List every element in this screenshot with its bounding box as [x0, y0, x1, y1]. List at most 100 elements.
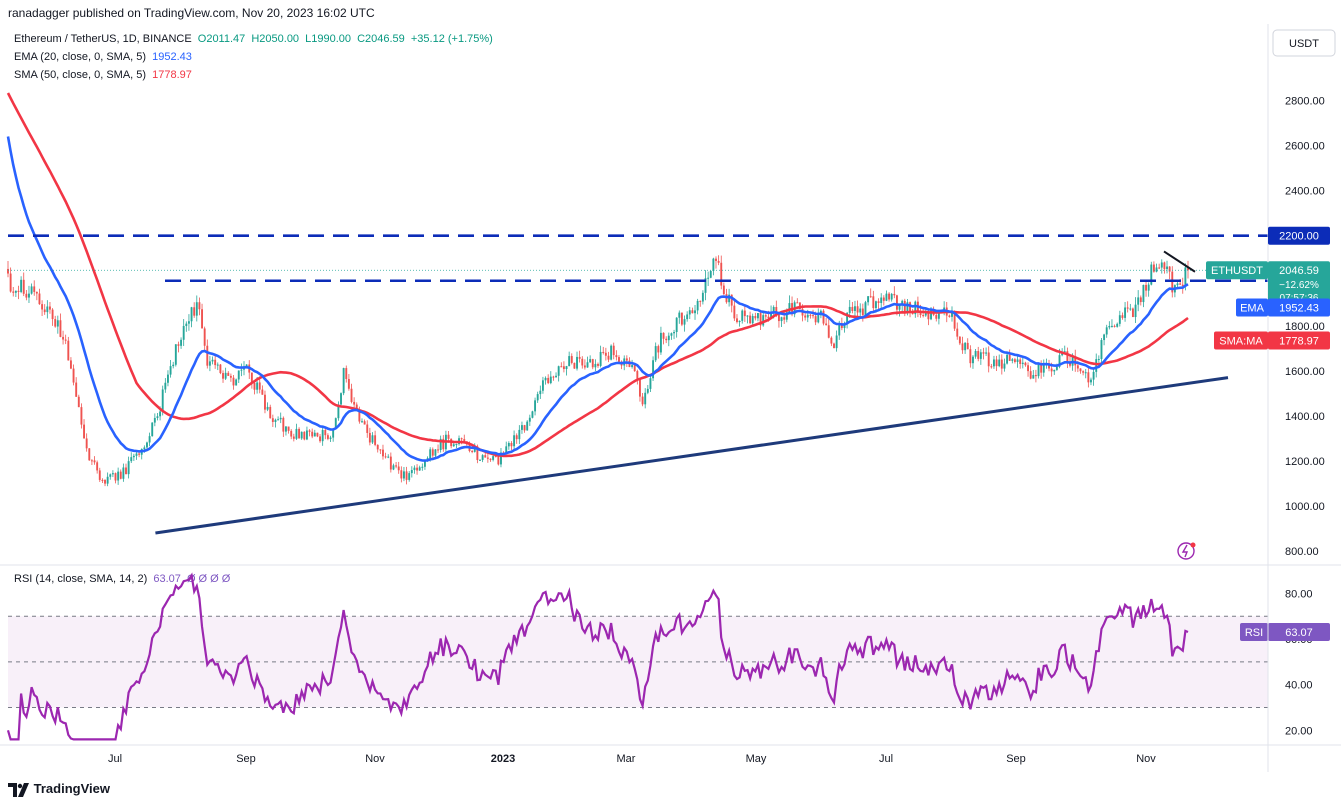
candle-body — [290, 430, 293, 437]
tradingview-logo[interactable]: TradingView — [8, 781, 110, 797]
candle-body — [9, 273, 12, 292]
candle-body — [266, 406, 269, 410]
candle-body — [922, 315, 925, 317]
candle-body — [513, 435, 516, 447]
ema-tag: EMA — [1240, 302, 1265, 314]
candle-body — [848, 306, 851, 313]
symbol-label[interactable]: Ethereum / TetherUS, 1D, BINANCE — [14, 33, 192, 45]
sma-legend-value: 1778.97 — [152, 69, 192, 81]
currency-button[interactable] — [1272, 29, 1336, 57]
candle-body — [1050, 368, 1053, 372]
candle-body — [489, 458, 492, 460]
ema-tag-bg — [1236, 298, 1268, 317]
candle-body — [507, 442, 510, 447]
candle-body — [1121, 315, 1124, 318]
candle-body — [746, 315, 749, 317]
candle-body — [893, 293, 896, 296]
candle-body — [757, 313, 759, 319]
candle-body — [106, 476, 109, 484]
candle-body — [733, 305, 736, 319]
candle-body — [1145, 284, 1147, 291]
x-tick-label: Nov — [1136, 753, 1156, 765]
candle-body — [749, 315, 752, 324]
candle-body — [1087, 372, 1090, 383]
candle-body — [670, 333, 673, 336]
price-tick-label: 1400.00 — [1285, 411, 1325, 423]
rsi-tag-bg — [1240, 623, 1268, 642]
candle-body — [1000, 359, 1003, 369]
candle-body — [1187, 267, 1189, 271]
candle-body — [641, 396, 644, 405]
candle-body — [644, 392, 647, 405]
candle-body — [1063, 351, 1066, 353]
x-tick-label: May — [746, 753, 767, 765]
candle-body — [164, 382, 167, 390]
price-tick-label: 2400.00 — [1285, 186, 1325, 198]
ema-legend[interactable]: EMA (20, close, 0, SMA, 5) 1952.43 — [14, 51, 192, 63]
candle-body — [510, 442, 513, 447]
candle-body — [977, 350, 980, 359]
price-labels: 2200.002000.00ETHUSDT2046.59−12.62%07:57… — [1206, 226, 1330, 350]
candle-body — [1082, 371, 1085, 373]
level-top-label-bg — [1268, 226, 1330, 245]
candle-body — [906, 302, 909, 313]
last-price-label: 2046.59 — [1279, 265, 1319, 277]
alert-icon[interactable] — [1177, 542, 1196, 560]
candle-body — [539, 390, 542, 395]
candle-body — [174, 344, 177, 365]
rsi-legend[interactable]: RSI (14, close, SMA, 14, 2) 63.07 Ø Ø Ø … — [14, 573, 230, 585]
candle-body — [476, 446, 479, 461]
candle-body — [649, 378, 652, 389]
candle-body — [326, 435, 329, 439]
candle-body — [943, 307, 946, 310]
candle-body — [615, 355, 618, 358]
candle-body — [473, 446, 476, 452]
candle-body — [568, 356, 571, 367]
candle-body — [809, 314, 812, 316]
price-tick-label: 800.00 — [1285, 546, 1319, 558]
candle-body — [253, 382, 256, 390]
candle-body — [688, 310, 691, 315]
candle-body — [919, 312, 922, 316]
candle-body — [1105, 327, 1108, 335]
sma-legend[interactable]: SMA (50, close, 0, SMA, 5) 1778.97 — [14, 69, 192, 81]
candle-body — [261, 389, 264, 395]
candle-body — [1016, 359, 1019, 362]
candle-body — [35, 291, 38, 294]
candle-body — [334, 418, 337, 429]
candle-body — [730, 294, 733, 306]
x-tick-label: Sep — [1006, 753, 1026, 765]
x-tick-label: Mar — [617, 753, 636, 765]
candle-body — [696, 300, 699, 311]
candle-body — [707, 277, 710, 279]
candle-body — [340, 393, 342, 405]
ema-line — [6, 136, 1189, 462]
rsi-tick-label: 40.00 — [1285, 680, 1313, 692]
candle-body — [64, 339, 67, 341]
candle-body — [583, 365, 586, 368]
candle-body — [20, 279, 23, 292]
candle-body — [578, 356, 581, 359]
price-pane[interactable]: 800.00 1000.00 1200.00 1400.00 1600.00 1800.0… — [6, 92, 1325, 765]
candle-body — [28, 293, 30, 298]
candle-body — [193, 307, 196, 316]
candle-body — [85, 438, 88, 449]
candle-body — [639, 378, 641, 397]
ema-value-label-bg — [1268, 298, 1330, 317]
candle-body — [885, 293, 888, 301]
candle-body — [646, 388, 649, 393]
candle-body — [156, 416, 159, 418]
candle-body — [780, 317, 783, 322]
candle-body — [812, 315, 814, 317]
candle-body — [387, 456, 390, 458]
candle-body — [951, 312, 953, 317]
candle-body — [447, 434, 450, 439]
candle-body — [114, 473, 117, 481]
candle-body — [1055, 366, 1058, 370]
candle-body — [573, 362, 576, 369]
candle-body — [274, 419, 277, 422]
candle-body — [408, 473, 411, 480]
candle-body — [565, 366, 568, 370]
